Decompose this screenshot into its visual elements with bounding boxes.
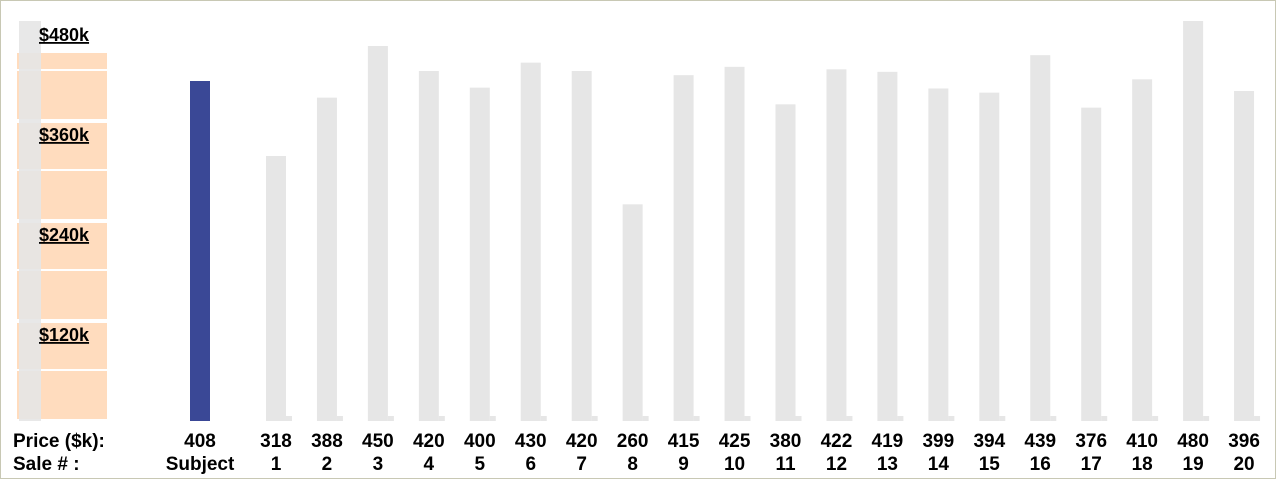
- bar-shadow: [948, 416, 955, 421]
- bar-shadow: [438, 416, 445, 421]
- price-value: 410: [1126, 431, 1158, 452]
- sale-number: 4: [424, 454, 435, 475]
- sale-number: 12: [826, 454, 847, 475]
- sale-number: 18: [1132, 454, 1153, 475]
- bar-shadow: [489, 416, 496, 421]
- y-axis-tick-labels: $120k $240k $360k $480k: [39, 25, 90, 345]
- bar-sale: [266, 156, 286, 421]
- sale-number: 5: [475, 454, 486, 475]
- price-value: 450: [362, 431, 394, 452]
- bar-sale: [316, 97, 337, 422]
- price-value: 430: [515, 431, 547, 452]
- bar-shadow: [387, 416, 394, 421]
- bar-sale: [469, 87, 490, 422]
- sale-number-row: Sale # : Subject 1 2 3 4 5 6 7 8 9 10 11 12 13 14 15 16 1…: [13, 454, 1255, 475]
- sale-number: 14: [928, 454, 950, 475]
- bar-shadow: [642, 416, 649, 421]
- sale-number: 16: [1030, 454, 1051, 475]
- price-value: 420: [413, 431, 445, 452]
- y-tick-label: $120k: [39, 325, 90, 345]
- price-value: 394: [973, 431, 1005, 452]
- bar-sale: [1234, 91, 1255, 421]
- bar-sale: [826, 69, 847, 421]
- price-value: 388: [311, 431, 343, 452]
- price-value: 480: [1177, 431, 1209, 452]
- bar-sale: [520, 62, 541, 422]
- price-value: 422: [821, 431, 853, 452]
- sale-number: 9: [678, 454, 689, 475]
- bar-sale: [367, 46, 388, 421]
- price-value: 400: [464, 431, 496, 452]
- bar-series: [190, 21, 1261, 422]
- bar-shadow: [286, 416, 292, 421]
- price-value: 399: [922, 431, 954, 452]
- sale-number: 1: [271, 454, 282, 475]
- bar-shadow: [846, 416, 853, 421]
- price-value: 380: [770, 431, 802, 452]
- price-row-label: Price ($k):: [13, 431, 105, 452]
- price-row: Price ($k): 408 318 388 450 420 400 430 420 260 4…: [13, 431, 1260, 452]
- sale-number: 15: [979, 454, 1001, 475]
- price-value: 419: [872, 431, 904, 452]
- sale-number: 7: [576, 454, 587, 475]
- bar-sale: [979, 92, 1000, 422]
- sale-number: 19: [1183, 454, 1204, 475]
- y-tick-label: $480k: [39, 25, 90, 45]
- bar-shadow: [591, 416, 598, 421]
- price-value: 408: [184, 431, 216, 452]
- price-value: 260: [617, 431, 649, 452]
- y-tick-label: $240k: [39, 225, 90, 245]
- bar-shadow: [1254, 416, 1261, 421]
- bar-sale: [877, 71, 898, 421]
- bar-shadow: [1152, 416, 1159, 421]
- bar-sale: [1081, 107, 1102, 422]
- sale-number: 10: [724, 454, 745, 475]
- price-value: 376: [1075, 431, 1107, 452]
- bar-shadow: [897, 416, 904, 421]
- bar-shadow: [1101, 416, 1108, 421]
- bar-shadow: [1203, 416, 1210, 421]
- bar-shadow: [744, 416, 751, 421]
- bar-shadow: [999, 416, 1006, 421]
- bar-sale: [1183, 21, 1204, 421]
- bar-shadow: [693, 416, 700, 421]
- sale-number: 6: [525, 454, 536, 475]
- bar-shadow: [795, 416, 802, 421]
- bar-sale: [1132, 79, 1153, 421]
- bar-sale: [1030, 55, 1051, 422]
- y-tick-label: $360k: [39, 125, 90, 145]
- sale-number: 20: [1233, 454, 1254, 475]
- bar-sale: [775, 104, 796, 421]
- bar-sale: [928, 88, 949, 421]
- sale-number: 17: [1081, 454, 1102, 475]
- bar-shadow: [1050, 416, 1057, 421]
- y-axis-bands: [17, 21, 107, 421]
- price-value: 415: [668, 431, 700, 452]
- sale-number: 2: [322, 454, 333, 475]
- y-scale-bar: [19, 21, 41, 421]
- price-value: 439: [1024, 431, 1056, 452]
- price-value: 396: [1228, 431, 1260, 452]
- sale-number: 13: [877, 454, 898, 475]
- bar-subject: [190, 81, 210, 421]
- bar-sale: [724, 66, 745, 421]
- bar-shadow: [336, 416, 343, 421]
- bar-sale: [571, 71, 592, 421]
- bar-sale: [673, 75, 694, 422]
- sale-row-label: Sale # :: [13, 454, 80, 475]
- bar-shadow: [540, 416, 547, 421]
- bar-sale: [622, 204, 643, 421]
- sale-number: 11: [775, 454, 796, 475]
- bar-sale: [418, 71, 439, 421]
- price-value: 425: [719, 431, 751, 452]
- price-value: 420: [566, 431, 598, 452]
- sale-number: 8: [627, 454, 638, 475]
- sale-number: Subject: [166, 454, 235, 475]
- sale-number: 3: [373, 454, 384, 475]
- price-value: 318: [260, 431, 292, 452]
